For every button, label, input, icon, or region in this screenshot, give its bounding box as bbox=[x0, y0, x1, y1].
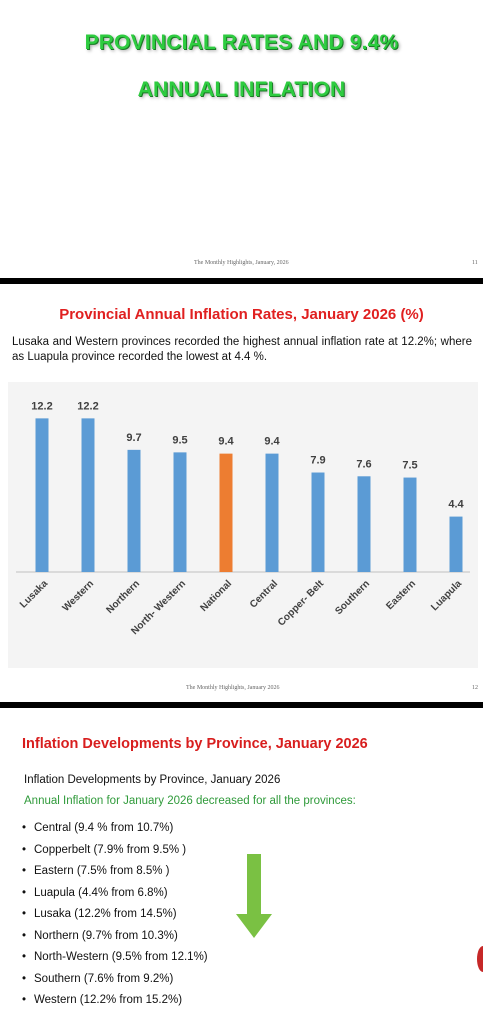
page-number: 12 bbox=[472, 685, 478, 691]
category-label: Western bbox=[61, 578, 97, 614]
category-label: Central bbox=[248, 578, 280, 610]
chart-slide-description: Lusaka and Western provinces recorded th… bbox=[12, 336, 472, 363]
list-item: • Lusaka (12.2% from 14.5%) bbox=[22, 908, 177, 920]
bar-national bbox=[219, 453, 233, 572]
category-label: Southern bbox=[333, 578, 372, 617]
list-item: • Southern (7.6% from 9.2%) bbox=[22, 972, 174, 985]
category-label: Copper- Belt bbox=[276, 578, 327, 629]
data-label: 9.4 bbox=[218, 436, 234, 448]
bar-luapula bbox=[449, 516, 463, 572]
chart-slide-title: Provincial Annual Inflation Rates, Janua… bbox=[59, 306, 424, 323]
list-item: • Central (9.4 % from 10.7%) bbox=[22, 822, 174, 834]
slide-provincial-inflation-chart: Provincial Annual Inflation Rates, Janua… bbox=[0, 284, 483, 702]
data-label: 12.2 bbox=[31, 400, 52, 412]
decorative-red-shape bbox=[477, 946, 483, 972]
developments-note: Annual Inflation for January 2026 decrea… bbox=[24, 795, 356, 807]
list-item: • Eastern (7.5% from 8.5% ) bbox=[22, 865, 170, 877]
bar-eastern bbox=[403, 477, 417, 572]
data-label: 9.7 bbox=[126, 432, 141, 444]
list-item: • Copperbelt (7.9% from 9.5% ) bbox=[22, 843, 187, 856]
category-label: Luapula bbox=[429, 578, 464, 613]
bar-north-western bbox=[173, 452, 187, 572]
data-label: 4.4 bbox=[448, 499, 464, 511]
slide-provincial-rates-title: PROVINCIAL RATES AND 9.4% ANNUAL INFLATI… bbox=[0, 0, 483, 278]
bar-western bbox=[81, 418, 95, 572]
bar-northern bbox=[127, 449, 141, 572]
province-list: • Central (9.4 % from 10.7%) • Copperbelt … bbox=[22, 818, 208, 1012]
bar-central bbox=[265, 453, 279, 572]
page-number: 11 bbox=[472, 260, 478, 266]
chart-container: 12.2 Lusaka 12.2 Western 9.7 Northern 9.5 North… bbox=[8, 382, 478, 668]
slide-footer: The Monthly Highlights, January 2026 bbox=[186, 685, 280, 691]
down-arrow-icon bbox=[236, 854, 272, 938]
data-label: 9.4 bbox=[264, 436, 280, 448]
bar-southern bbox=[357, 476, 371, 572]
bar-lusaka bbox=[35, 418, 49, 572]
bar-copper-belt bbox=[311, 472, 325, 572]
list-item: • North-Western (9.5% from 12.1%) bbox=[22, 951, 208, 963]
data-label: 7.5 bbox=[402, 460, 417, 472]
developments-title: Inflation Developments by Province, Janu… bbox=[22, 736, 368, 752]
slide-footer: The Monthly Highlights, January, 2026 bbox=[194, 260, 289, 266]
data-label: 7.9 bbox=[310, 455, 325, 467]
bar-chart: 12.2Lusaka12.2Western9.7Northern9.5North… bbox=[16, 400, 470, 637]
data-label: 7.6 bbox=[356, 458, 371, 470]
slide-title-line2: ANNUAL INFLATION bbox=[137, 78, 346, 101]
slide-title-line1: PROVINCIAL RATES AND 9.4% bbox=[84, 31, 399, 54]
developments-subtitle: Inflation Developments by Province, Janu… bbox=[24, 774, 281, 786]
list-item: • Northern (9.7% from 10.3%) bbox=[22, 929, 178, 942]
list-item: • Western (12.2% from 15.2%) bbox=[22, 994, 183, 1006]
category-label: Eastern bbox=[384, 578, 418, 612]
category-label: Lusaka bbox=[18, 578, 50, 610]
data-label: 9.5 bbox=[172, 434, 187, 446]
category-label: National bbox=[198, 578, 234, 614]
slide-inflation-developments: Inflation Developments by Province, Janu… bbox=[0, 708, 483, 1024]
data-label: 12.2 bbox=[77, 400, 98, 412]
list-item: • Luapula (4.4% from 6.8%) bbox=[22, 886, 168, 899]
category-label: Northern bbox=[104, 578, 142, 616]
